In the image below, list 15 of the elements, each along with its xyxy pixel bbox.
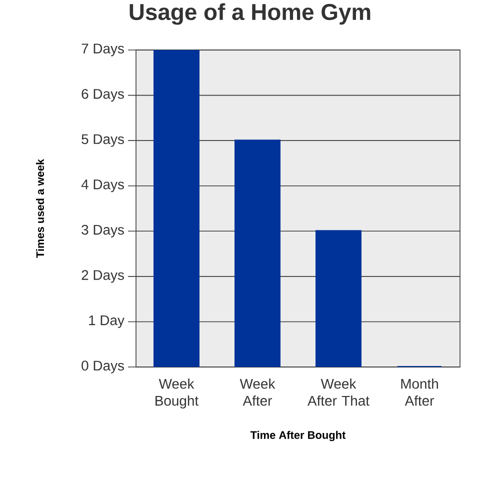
y-tick-label: 3 Days [82, 224, 124, 238]
y-tick-label: 2 Days [82, 270, 124, 283]
y-axis-title: Times used a week [36, 158, 44, 258]
y-tick-label: 1 Day [89, 315, 124, 328]
x-tick-label: Week After [240, 378, 276, 406]
x-tick-label: Month After [401, 378, 438, 406]
x-tick-label: Week Bought [156, 378, 198, 408]
y-tick-label: 7 Days [82, 44, 124, 56]
x-axis-title: Time After Bought [250, 430, 346, 442]
y-tick-label: 5 Days [82, 134, 124, 147]
chart-title: Usage of a Home Gym [130, 3, 370, 25]
y-tick-label: 4 Days [81, 180, 124, 192]
x-tick-label: Week After That [308, 378, 370, 406]
y-tick-label: 6 Days [82, 88, 124, 102]
y-tick-label: 0 Days [82, 360, 124, 374]
